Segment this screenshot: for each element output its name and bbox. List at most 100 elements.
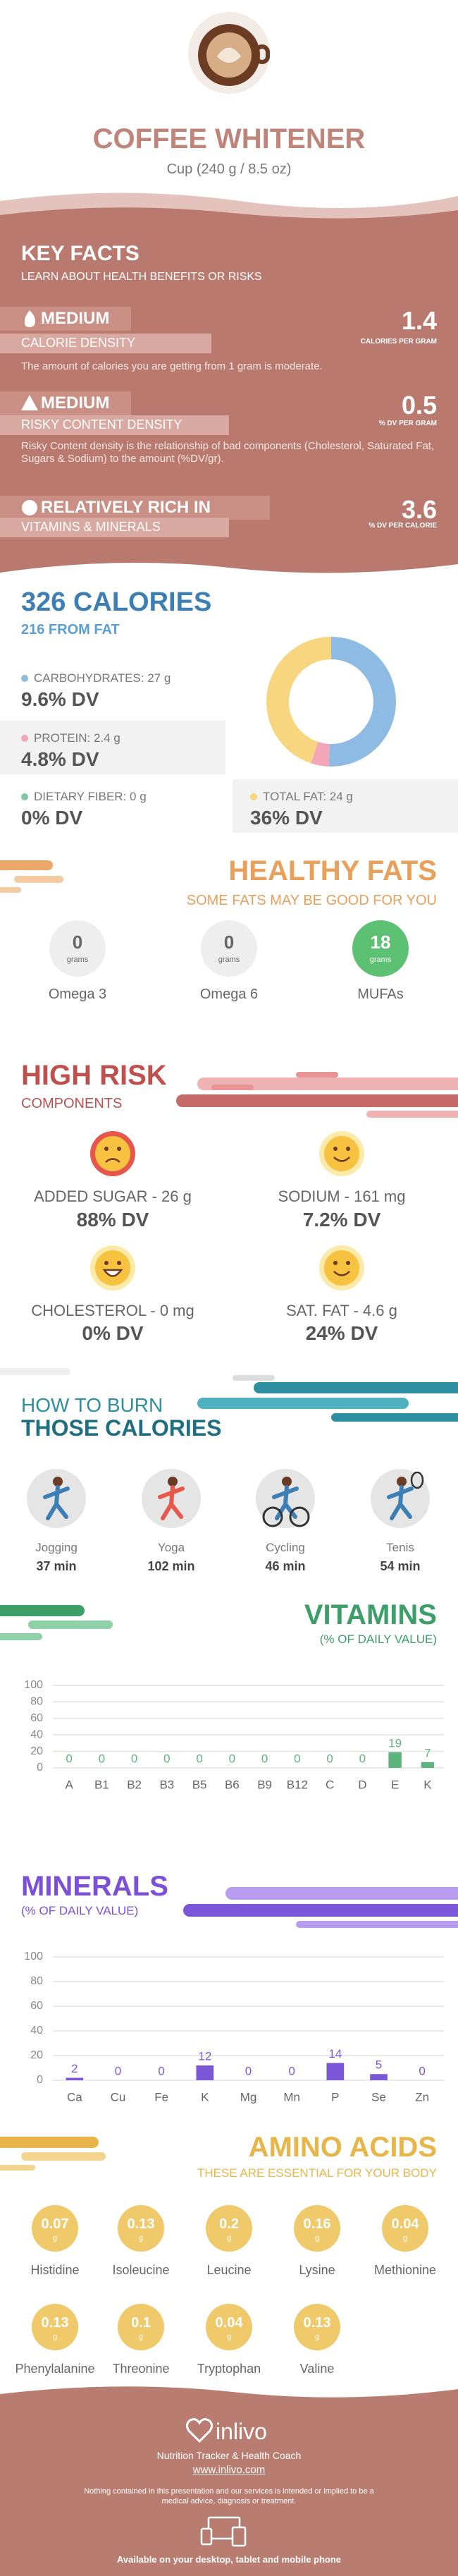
footer-bg	[0, 2386, 458, 2576]
legend-dot	[21, 675, 28, 682]
value-label: 7	[424, 1746, 431, 1759]
bar	[66, 2077, 84, 2080]
bar	[370, 2074, 388, 2080]
wheel	[262, 1506, 283, 1527]
band	[0, 721, 225, 774]
value-label: 0	[261, 1752, 268, 1765]
section-subtitle: (% OF DAILY VALUE)	[21, 1903, 139, 1917]
figure-body	[272, 1485, 299, 1520]
y-tick-label: 60	[30, 2000, 43, 2012]
amino-name: Histidine	[30, 2263, 80, 2278]
risk-dv: 0% DV	[82, 1322, 144, 1345]
amino-value: 0.16	[303, 2216, 331, 2232]
decoration	[0, 2137, 99, 2148]
fact-value: 1.4	[401, 306, 437, 336]
device-icon	[200, 2527, 213, 2546]
x-tick-label: Zn	[415, 2090, 429, 2104]
x-tick-label: B6	[225, 1778, 240, 1791]
section-subtitle: (% OF DAILY VALUE)	[319, 1632, 437, 1646]
fact-name: CALORIE DENSITY	[21, 336, 136, 350]
section-title: HEALTHY FATS	[228, 855, 437, 886]
fact-unit: CALORIES PER GRAM	[360, 338, 437, 346]
x-tick-label: Ca	[67, 2090, 82, 2104]
amino-unit: g	[138, 2333, 144, 2342]
risk-label: CHOLESTEROL - 0 mg	[31, 1301, 194, 1319]
decoration	[0, 1368, 70, 1375]
nutrient-dv: 4.8% DV	[21, 748, 99, 771]
decoration	[0, 1633, 42, 1640]
decoration	[0, 860, 53, 870]
decoration	[21, 2152, 106, 2161]
figure-head	[282, 1477, 292, 1487]
activity-time: 102 min	[147, 1559, 195, 1574]
donut-segment	[328, 637, 396, 767]
eye	[104, 1147, 109, 1151]
fat-name: Omega 3	[48, 987, 107, 1002]
decoration	[366, 1111, 458, 1118]
risk-dv: 24% DV	[305, 1322, 378, 1345]
bar	[388, 1752, 402, 1768]
fat-name: MUFAs	[357, 987, 404, 1002]
amino-unit: g	[314, 2234, 320, 2243]
x-tick-label: B3	[159, 1778, 174, 1791]
section-subtitle: LEARN ABOUT HEALTH BENEFITS OR RISKS	[21, 271, 262, 283]
decoration	[0, 2165, 35, 2171]
section-subtitle: 216 FROM FAT	[21, 622, 120, 637]
fact-value: 3.6	[401, 495, 437, 525]
value-label: 0	[359, 1752, 366, 1765]
disclaimer: Nothing contained in this presentation a…	[84, 2487, 374, 2505]
section-title: MINERALS	[21, 1871, 168, 1902]
value-label: 19	[388, 1736, 402, 1750]
level: MEDIUM	[41, 393, 110, 413]
eye	[333, 1147, 338, 1151]
value-label: 0	[66, 1752, 72, 1765]
amino-name: Leucine	[206, 2263, 252, 2278]
tagline: Nutrition Tracker & Health Coach	[156, 2449, 302, 2461]
value-label: 2	[71, 2062, 78, 2075]
eye	[346, 1261, 350, 1265]
activity-name: Cycling	[266, 1540, 305, 1554]
decoration	[296, 1072, 338, 1078]
value-label: 0	[158, 2064, 164, 2077]
risk-label: SAT. FAT - 4.6 g	[286, 1301, 397, 1319]
decoration	[183, 1904, 458, 1917]
fact-unit: % DV PER GRAM	[378, 420, 437, 427]
face	[95, 1250, 130, 1286]
x-tick-label: B5	[192, 1778, 207, 1791]
y-tick-label: 60	[30, 1712, 43, 1724]
amino-value: 0.13	[127, 2216, 155, 2232]
y-tick-label: 100	[24, 1951, 43, 1962]
heart-logo	[185, 2418, 213, 2443]
heading-band	[0, 391, 131, 415]
url: www.inlivo.com	[192, 2464, 266, 2476]
level: RELATIVELY RICH IN	[41, 497, 211, 517]
section-title: AMINO ACIDS	[248, 2132, 437, 2163]
section-bg	[0, 207, 458, 573]
flame-icon	[24, 310, 35, 327]
fat-circle	[352, 920, 409, 977]
donut-segment	[266, 637, 331, 764]
eye	[333, 1261, 338, 1265]
y-tick-label: 40	[30, 1728, 43, 1740]
risk-label: SODIUM - 161 mg	[278, 1187, 406, 1205]
amino-name: Lysine	[299, 2263, 335, 2278]
amino-unit: g	[226, 2234, 232, 2243]
fact-description: Risky Content density is the relationshi…	[21, 440, 435, 465]
bar	[196, 2065, 214, 2080]
fat-value: 0	[72, 932, 83, 953]
x-tick-label: K	[201, 2090, 209, 2104]
title: COFFEE WHITENER	[92, 123, 366, 154]
fact-value: 0.5	[401, 391, 437, 420]
nutrient-dv: 9.6% DV	[21, 688, 99, 711]
y-tick-label: 20	[30, 2049, 43, 2061]
amino-value: 0.13	[303, 2315, 331, 2331]
amino-value: 0.2	[219, 2216, 239, 2232]
activity-time: 37 min	[36, 1559, 77, 1574]
x-tick-label: B9	[257, 1778, 272, 1791]
brand: inlivo	[216, 2418, 267, 2444]
x-tick-label: P	[331, 2090, 339, 2104]
y-tick-label: 0	[37, 2074, 43, 2086]
amino-name: Threonine	[112, 2362, 170, 2376]
legend-dot	[21, 735, 28, 742]
fat-name: Omega 6	[199, 987, 259, 1002]
